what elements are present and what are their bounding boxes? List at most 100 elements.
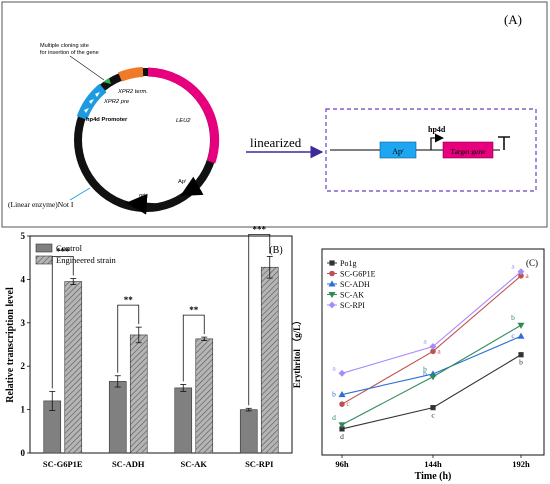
ori-label: ori [139,193,145,199]
linear-cassette-box [325,108,537,192]
cassette-target-label: Target gene [451,147,487,156]
significance-stars: ** [124,295,134,305]
cassette-target-block [442,141,494,159]
data-point [518,352,524,358]
linearized-label: linearized [250,135,302,150]
mcs-label-line-2: for insertion of the gene [40,50,99,56]
legend-label-control: Control [56,243,83,253]
significance-letter: a [423,337,427,346]
hp4d-promoter-label: hp4d Promoter [86,117,128,123]
not1-leader-line [69,187,91,201]
data-point [517,268,525,276]
panel-a-tag: (A) [504,12,522,27]
bar-engineered [195,338,214,454]
significance-letter: a [525,271,529,280]
leu2-gene-arc [147,67,220,164]
x-tick-label: 144h [424,459,442,469]
hp4d-arrow-marks [84,92,100,113]
significance-letter: b [423,365,427,374]
x-category-label: SC-AK [181,459,208,469]
bar-engineered [64,281,83,454]
panel-b-frame [29,235,293,454]
panel-a-frame [1,1,548,228]
data-point [429,343,437,350]
legend-marker [328,280,336,287]
significance-letter: b [519,358,523,367]
mcs-leader-line [69,55,105,81]
y-tick-label: 4 [21,274,26,284]
significance-bracket [51,256,74,389]
panel-c-x-axis-label: Time (h) [415,471,452,482]
legend-swatch-engineered [35,255,53,265]
data-point [517,332,525,339]
data-point [338,390,346,398]
legend-label: SC-G6P1E [340,270,376,279]
legend-marker [329,270,335,277]
panel-b-bar-chart: (B) Control Engineered strain 0 1 2 3 4 5 SC-G… [5,224,293,469]
panel-b-axes: 0 1 2 3 4 5 SC-G6P1E SC-ADH SC-AK SC-RPI [21,231,275,469]
x-category-label: SC-RPI [245,459,274,469]
significance-stars: ** [189,305,199,315]
data-point [517,322,525,329]
significance-letter: a [437,346,441,355]
significance-letter: a [511,262,515,271]
y-tick-label: 2 [21,361,26,371]
y-tick-label: 1 [21,405,26,415]
legend-label: SC-AK [340,291,364,300]
significance-stars: *** [56,247,70,257]
y-tick-label: 5 [21,231,26,241]
y-tick-label: 0 [21,448,26,458]
x-tick-label: 96h [335,459,349,469]
data-point [430,405,436,411]
linear-enzyme-label: (Linear enzyme)Not I [8,200,74,209]
legend-label-engineered: Engineered strain [56,255,116,265]
linear-cassette: Apʳ hp4d Target gene [330,125,510,159]
y-tick-label: 3 [21,318,26,328]
xpr2-term-arc [118,67,144,82]
ampr-label: Apʳ [178,178,187,185]
cassette-terminator [498,136,510,150]
bar-control [174,387,193,454]
data-point [338,369,346,377]
panel-b-significance: ********** [51,224,271,406]
panel-c-tag: (C) [526,258,538,268]
cassette-promoter-arrow [430,133,444,150]
plasmid-map [74,67,220,215]
mcs-marker [103,78,111,84]
panel-c-axes: 96h 144h 192h [335,455,530,469]
significance-letter: a [332,363,336,372]
x-tick-label: 192h [512,459,530,469]
data-point [339,401,345,407]
significance-bracket [117,304,140,373]
legend-marker [328,301,336,309]
leu2-label: LEU2 [176,118,191,124]
data-point [338,422,346,429]
significance-letter: c [431,411,435,420]
legend-label: SC-ADH [340,280,370,289]
x-category-label: SC-G6P1E [43,459,83,469]
legend-marker [329,260,335,266]
panel-b-y-axis-label: Relative transcription level [5,287,16,403]
mcs-label-line-1: Multiple cloning site [40,43,89,49]
cassette-ampr-block [379,141,417,159]
x-category-label: SC-ADH [112,459,145,469]
bar-control [239,409,258,454]
data-point [429,374,437,381]
significance-letter: b [332,390,336,399]
legend-label: SC-RPI [340,301,365,310]
hp4d-promoter-arc [76,83,107,121]
legend-marker [328,292,336,299]
ampr-arrow [180,171,207,197]
significance-letter: b [423,369,427,378]
significance-letter: c [511,331,515,340]
bar-engineered [260,266,279,454]
panel-b-bars [43,255,279,454]
ori-arrow [125,193,161,215]
panel-b-tag: (B) [269,245,282,256]
legend-swatch-control [35,243,53,253]
panel-c-y-axis-label: Erythritol （g/L） [292,316,302,388]
